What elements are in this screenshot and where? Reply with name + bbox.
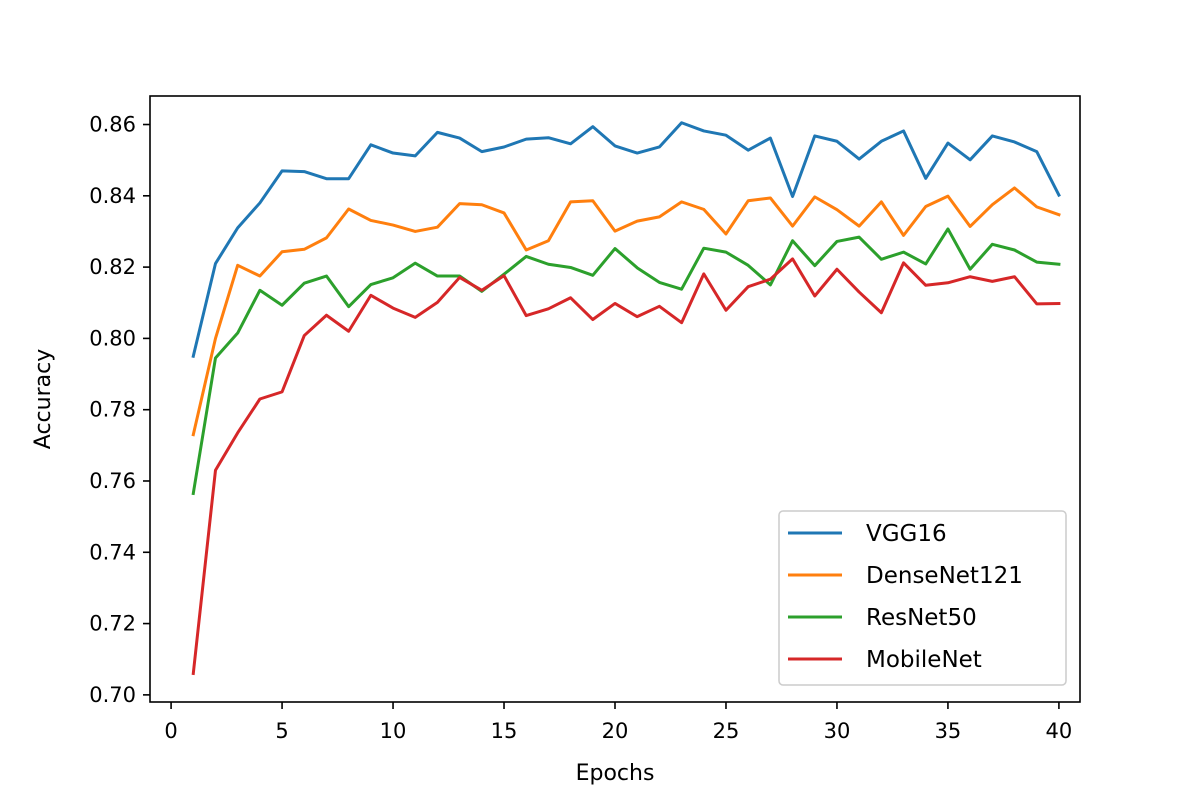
legend-item-densenet121: DenseNet121 [788, 563, 1023, 589]
x-tick-label: 10 [380, 719, 407, 743]
legend-label: DenseNet121 [866, 563, 1023, 589]
y-tick-label: 0.82 [89, 255, 136, 279]
x-tick-label: 0 [164, 719, 177, 743]
y-tick-label: 0.70 [89, 683, 136, 707]
series-line-vgg16 [191, 121, 1061, 359]
x-tick-label: 30 [824, 719, 851, 743]
legend-item-resnet50: ResNet50 [788, 605, 977, 631]
x-tick-label: 25 [713, 719, 740, 743]
legend-box [778, 510, 1067, 686]
x-axis-title: Epochs [576, 761, 655, 786]
legend-label: ResNet50 [866, 605, 977, 631]
y-tick-label: 0.80 [89, 326, 136, 350]
x-tick-label: 15 [491, 719, 518, 743]
legend-item-mobilenet: MobileNet [788, 647, 982, 673]
series-layer [191, 121, 1061, 676]
x-tick-label: 40 [1046, 719, 1073, 743]
y-tick-label: 0.78 [89, 398, 136, 422]
y-tick-label: 0.72 [89, 612, 136, 636]
x-axis: 0 5 10 15 20 25 30 35 40 [164, 702, 1072, 743]
series-line-mobilenet [191, 257, 1061, 676]
legend-label: MobileNet [866, 647, 982, 673]
x-tick-label: 35 [935, 719, 962, 743]
legend-label: VGG16 [866, 521, 947, 547]
y-axis-title: Accuracy [31, 349, 56, 449]
y-axis: 0.70 0.72 0.74 0.76 0.78 0.80 0.82 0.84 0.86 [89, 113, 150, 707]
y-tick-label: 0.86 [89, 113, 136, 137]
series-line-densenet121 [191, 186, 1061, 437]
x-tick-label: 20 [602, 719, 629, 743]
y-tick-label: 0.74 [89, 540, 136, 564]
x-tick-label: 5 [275, 719, 288, 743]
y-tick-label: 0.84 [89, 184, 136, 208]
legend-item-vgg16: VGG16 [788, 521, 947, 547]
y-tick-label: 0.76 [89, 469, 136, 493]
legend: VGG16 DenseNet121 ResNet50 MobileNet [778, 510, 1067, 686]
series-line-resnet50 [191, 227, 1061, 496]
